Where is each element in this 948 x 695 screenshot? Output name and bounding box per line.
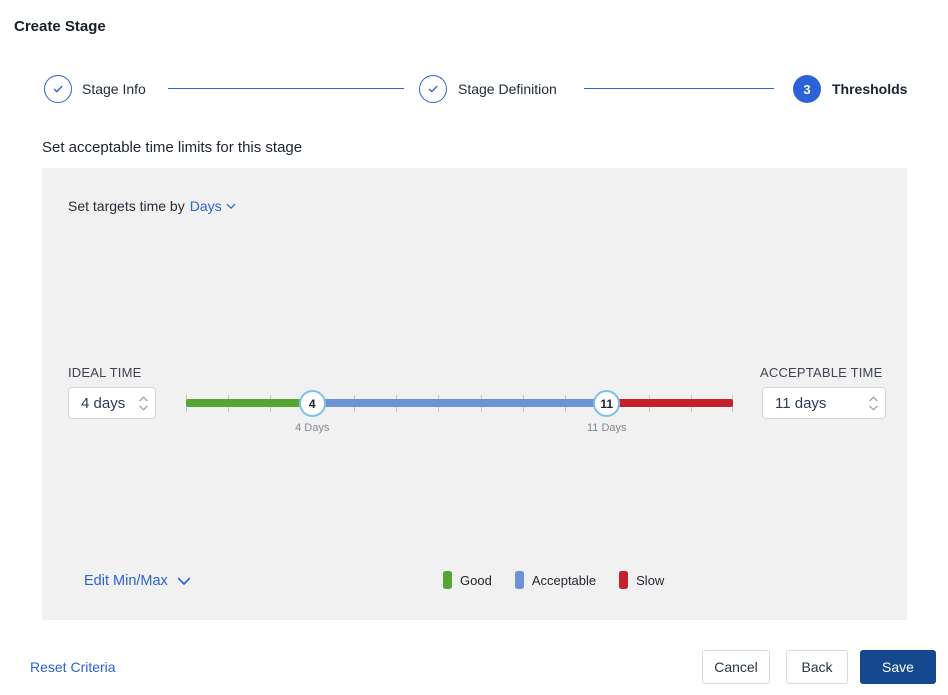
chevron-down-icon: [868, 405, 878, 410]
legend-item-good: Good: [443, 571, 492, 589]
step-connector-line: [584, 88, 774, 89]
step-connector-line: [168, 88, 404, 89]
acceptable-time-label: ACCEPTABLE TIME: [760, 365, 883, 380]
legend-swatch-acceptable: [514, 571, 524, 589]
ideal-time-label: IDEAL TIME: [68, 365, 142, 380]
back-button[interactable]: Back: [786, 650, 848, 684]
slider-handle[interactable]: 11: [593, 390, 621, 417]
ideal-time-stepper[interactable]: [131, 388, 155, 418]
ideal-time-value: 4 days: [81, 394, 126, 412]
targets-time-label: Set targets time by: [68, 198, 185, 214]
chevron-up-icon: [138, 396, 148, 401]
edit-minmax-label: Edit Min/Max: [84, 573, 168, 589]
acceptable-time-input[interactable]: 11 days: [762, 387, 886, 419]
edit-minmax-link[interactable]: Edit Min/Max: [84, 573, 191, 589]
slider-segment-slow: [606, 399, 733, 407]
legend-item-slow: Slow: [619, 571, 664, 589]
threshold-slider[interactable]: 4 4 Days 11 11 Days: [186, 386, 733, 448]
chevron-down-icon: [226, 203, 236, 210]
targets-time-row: Set targets time by Days: [68, 198, 236, 214]
step-label-thresholds[interactable]: Thresholds: [832, 81, 908, 97]
acceptable-time-stepper[interactable]: [861, 388, 885, 418]
save-button[interactable]: Save: [860, 650, 936, 684]
ideal-time-input[interactable]: 4 days: [68, 387, 156, 419]
chevron-down-icon: [177, 577, 191, 586]
slider-handle-label: 4 Days: [295, 422, 330, 434]
legend-label: Good: [460, 572, 492, 588]
legend-swatch-good: [443, 571, 452, 589]
check-icon: [426, 82, 440, 96]
check-icon: [51, 82, 65, 96]
acceptable-time-value: 11 days: [775, 394, 827, 412]
chevron-up-icon: [868, 396, 878, 401]
step-circle-thresholds[interactable]: 3: [793, 75, 821, 103]
step-label-stage-info[interactable]: Stage Info: [82, 81, 146, 97]
chevron-down-icon: [138, 405, 148, 410]
slider-handle[interactable]: 4: [298, 390, 326, 417]
thresholds-panel: Set targets time by Days IDEAL TIME 4 da…: [42, 168, 907, 620]
reset-criteria-link[interactable]: Reset Criteria: [30, 659, 116, 675]
targets-unit-dropdown[interactable]: Days: [190, 198, 236, 214]
step-circle-stage-info[interactable]: [44, 75, 72, 103]
slider-segment-acceptable: [312, 399, 607, 407]
step-circle-stage-definition[interactable]: [419, 75, 447, 103]
step-label-stage-definition[interactable]: Stage Definition: [458, 81, 557, 97]
step-number: 3: [803, 81, 811, 97]
legend-swatch-slow: [619, 571, 629, 589]
section-heading: Set acceptable time limits for this stag…: [42, 139, 303, 156]
page-title: Create Stage: [14, 18, 106, 35]
slider-segment-good: [186, 399, 313, 407]
targets-unit-value: Days: [189, 198, 222, 214]
legend-label: Slow: [636, 572, 665, 588]
legend-label: Acceptable: [531, 572, 597, 588]
cancel-button[interactable]: Cancel: [702, 650, 770, 684]
slider-handle-label: 11 Days: [586, 422, 627, 434]
legend-item-acceptable: Acceptable: [514, 571, 597, 589]
legend: Good Acceptable Slow: [443, 571, 664, 589]
